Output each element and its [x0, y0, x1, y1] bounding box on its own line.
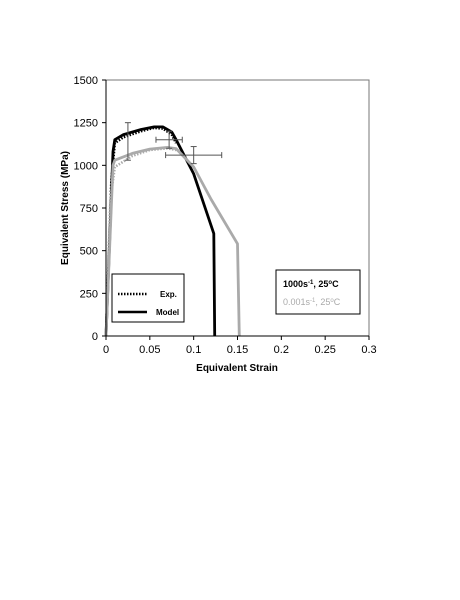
condition-fast-unit: C: [332, 279, 339, 289]
legend-box: [111, 273, 185, 323]
condition-annotation: 1000s-1, 25oC 0.001s-1, 25oC: [275, 269, 361, 315]
error-bar-layer: [124, 122, 223, 165]
x-tick-label: 0.2: [274, 344, 289, 356]
legend: Exp. Model: [111, 273, 185, 323]
condition-slow-deg: o: [330, 298, 334, 304]
legend-label-model: Model: [156, 308, 179, 317]
error-bar: [124, 122, 131, 161]
condition-slow-rest: , 25: [315, 297, 330, 307]
x-tick-label: 0: [103, 344, 109, 356]
condition-slow-rate: 0.001s: [283, 297, 311, 307]
condition-fast-rest: , 25: [313, 279, 328, 289]
x-tick-label: 0.05: [139, 344, 160, 356]
condition-slow: 0.001s-1, 25oC: [283, 297, 341, 307]
x-axis-title: Equivalent Strain: [196, 363, 278, 374]
condition-fast: 1000s-1, 25oC: [283, 279, 339, 289]
error-bar: [155, 130, 183, 149]
condition-fast-deg: o: [328, 280, 332, 286]
legend-label-exp: Exp.: [160, 290, 177, 299]
condition-fast-rate: 1000s: [283, 279, 308, 289]
y-tick-label: 1000: [74, 160, 98, 172]
x-tick-label: 0.25: [314, 344, 335, 356]
condition-box: [275, 269, 361, 315]
y-tick-label: 500: [80, 246, 98, 258]
y-axis-title: Equivalent Stress (MPa): [60, 151, 71, 265]
y-tick-label: 0: [92, 331, 98, 343]
x-tick-label: 0.1: [186, 344, 201, 356]
x-tick-label: 0.15: [227, 344, 248, 356]
x-tick-label: 0.3: [361, 344, 376, 356]
y-tick-label: 1500: [74, 75, 98, 87]
ticks-layer: 0 0.05 0.1 0.15 0.2 0.25 0.3 0 250 500 750 1000 1250…: [74, 75, 377, 356]
y-tick-label: 750: [80, 203, 98, 215]
condition-slow-unit: C: [334, 297, 341, 307]
series-line-exp-cond0: [104, 126, 178, 337]
error-bar: [165, 146, 223, 165]
y-tick-label: 250: [80, 288, 98, 300]
condition-slow-exp: -1: [310, 298, 316, 304]
y-tick-label: 1250: [74, 118, 98, 130]
condition-fast-exp: -1: [308, 280, 314, 286]
